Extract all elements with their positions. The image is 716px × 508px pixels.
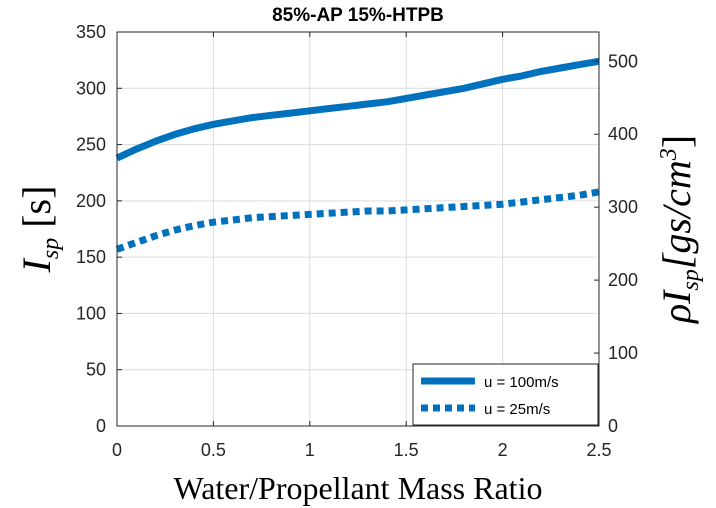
right-y-tick-label: 300 [608,197,638,217]
legend-label-series-2: u = 25m/s [484,401,550,418]
y-axis-label: Isp [s] [14,186,64,274]
x-tick-label: 0 [112,440,122,460]
x-tick-label: 2 [498,440,508,460]
series-line-1 [115,57,600,162]
x-tick-label: 1.5 [394,440,419,460]
y-tick-label: 50 [86,360,106,380]
y-tick-label: 150 [76,247,106,267]
x-ticks: 0 0.5 1 1.5 2 2.5 [112,32,612,460]
y-ticks: 0 50 100 150 200 250 300 350 [76,22,122,436]
x-tick-label: 0.5 [201,440,226,460]
y-tick-label: 100 [76,303,106,323]
plot-background [117,32,599,426]
series-layer [115,57,600,253]
right-y-tick-label: 400 [608,124,638,144]
right-y-tick-label: 200 [608,270,638,290]
chart-title: 85%-AP 15%-HTPB [272,5,444,26]
legend-label-series-1: u = 100m/s [484,374,559,391]
y-tick-label: 350 [76,22,106,42]
right-y-tick-label: 0 [608,416,618,436]
right-y-tick-label: 500 [608,51,638,71]
right-y-ticks: 0 100 200 300 400 500 [594,51,638,436]
right-y-tick-label: 100 [608,343,638,363]
x-tick-label: 2.5 [586,440,611,460]
y-tick-label: 200 [76,191,106,211]
legend: u = 100m/s u = 25m/s [412,363,599,426]
x-tick-label: 1 [305,440,315,460]
y-tick-label: 300 [76,78,106,98]
legend-box [412,363,599,426]
plot-frame [116,31,600,427]
series-line-2 [115,188,600,253]
y-tick-label: 250 [76,135,106,155]
y-tick-label: 0 [96,416,106,436]
x-axis-label: Water/Propellant Mass Ratio [174,470,543,506]
right-y-axis-label: ρIsp[gs/cm3] [654,135,704,325]
